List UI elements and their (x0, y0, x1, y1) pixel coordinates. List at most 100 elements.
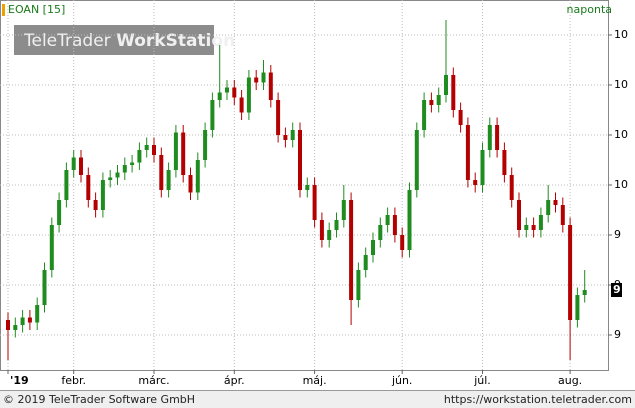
x-tick-label: ápr. (224, 374, 245, 387)
watermark-box (14, 25, 214, 55)
candle-body (13, 325, 18, 330)
candle-body (203, 130, 208, 160)
candle-body (327, 230, 332, 240)
candle-body (35, 305, 40, 323)
candle-body (356, 270, 361, 300)
x-tick-label: júl. (473, 374, 491, 387)
candle-body (166, 170, 171, 190)
y-tick-label: 10 (614, 78, 628, 91)
candle-body (414, 130, 419, 190)
candle-body (560, 205, 565, 225)
candle-body (334, 220, 339, 230)
candle-body (349, 200, 354, 300)
candle-body (582, 290, 587, 295)
candle-body (173, 132, 178, 170)
x-tick-label: febr. (61, 374, 86, 387)
candle-body (480, 150, 485, 185)
footer (0, 390, 635, 408)
candle-body (385, 215, 390, 225)
candle-body (181, 132, 186, 175)
candle-body (261, 72, 266, 83)
candle-body (371, 240, 375, 255)
x-tick-label: aug. (558, 374, 582, 387)
candle-body (502, 150, 507, 175)
candle-body (495, 125, 500, 150)
x-tick-label: jún. (391, 374, 413, 387)
candle-body (108, 177, 113, 180)
symbol: EOAN [15] (8, 3, 65, 16)
candle-body (305, 185, 310, 190)
candle-body (64, 170, 69, 200)
candle-body (400, 235, 405, 250)
candle-body (152, 145, 156, 155)
y-tick-label: 10 (614, 28, 628, 41)
candle-body (188, 175, 193, 193)
candle-body (509, 175, 514, 200)
y-tick-label: 10 (614, 128, 628, 141)
candle-body (276, 100, 281, 135)
candle-body (517, 200, 521, 230)
candle-body (93, 200, 98, 210)
candle-body (57, 200, 62, 225)
candle-body (341, 200, 346, 220)
candle-body (144, 145, 149, 150)
candle-body (6, 320, 10, 330)
y-tick-label: 10 (614, 178, 628, 191)
candle-body (210, 100, 215, 130)
y-tick-label: 9 (614, 228, 621, 241)
candle-body (225, 87, 229, 93)
candle-body (407, 190, 412, 250)
candle-body (42, 270, 47, 305)
candle-body (20, 317, 25, 325)
x-tick-label: máj. (303, 374, 327, 387)
candle-body (392, 215, 397, 235)
candle-body (458, 110, 463, 125)
candle-body (319, 220, 324, 240)
footer-left: © 2019 TeleTrader Software GmbH (3, 393, 195, 406)
candle-body (575, 295, 580, 320)
x-tick-label: '19 (10, 374, 29, 387)
candle-body (538, 215, 543, 230)
candle-body (159, 155, 164, 190)
symbol-marker (2, 4, 5, 16)
last-price-marker (611, 283, 622, 297)
candle-body (312, 185, 317, 220)
candle-body (436, 95, 441, 105)
candle-body (568, 225, 573, 320)
candle-body (137, 150, 142, 163)
candle-body (217, 92, 222, 100)
candle-body (378, 225, 383, 240)
watermark: TeleTrader WorkStation (23, 31, 235, 51)
candle-body (444, 75, 448, 95)
candle-body (100, 180, 105, 210)
candle-body (283, 135, 288, 140)
candle-body (487, 125, 492, 150)
candle-body (71, 157, 76, 170)
candle-body (422, 100, 427, 130)
candle-body (246, 77, 251, 113)
candle-body (79, 157, 83, 175)
candle-body (115, 172, 120, 178)
candle-body (27, 317, 32, 323)
candle-body (268, 72, 273, 100)
candle-body (553, 200, 558, 205)
candle-body (254, 77, 259, 83)
last-price-label: 9 (613, 283, 621, 296)
candle-body (195, 160, 200, 193)
y-tick-label: 9 (614, 328, 621, 341)
candle-body (473, 180, 478, 185)
candle-body (363, 255, 368, 270)
footer-right: https://workstation.teletrader.com (444, 393, 632, 406)
candle-body (49, 225, 54, 270)
interval: naponta (567, 3, 612, 16)
candle-body (546, 200, 551, 215)
candle-body (130, 162, 135, 165)
candle-body (232, 87, 237, 98)
candle-body (451, 75, 456, 110)
candle-body (429, 100, 434, 105)
candle-body (531, 225, 536, 230)
candle-body (298, 130, 302, 190)
